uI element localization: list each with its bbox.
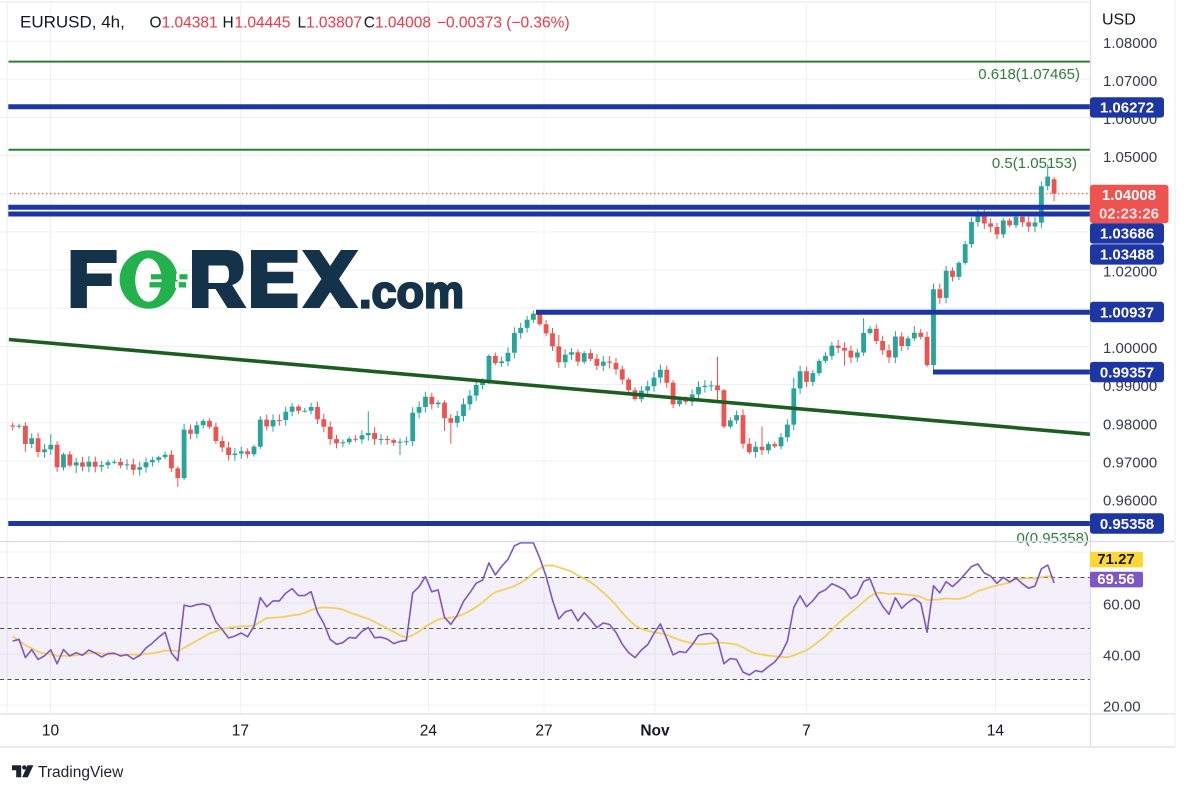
svg-text:1.07000: 1.07000 — [1103, 73, 1157, 90]
svg-text:10: 10 — [42, 723, 60, 740]
svg-text:69.56: 69.56 — [1097, 571, 1135, 588]
svg-text:0.96000: 0.96000 — [1103, 493, 1157, 510]
svg-text:H: H — [223, 14, 234, 31]
svg-text:0.5(1.05153): 0.5(1.05153) — [992, 155, 1077, 172]
svg-text:C: C — [364, 14, 375, 31]
svg-text:EURUSD, 4h,: EURUSD, 4h, — [20, 13, 125, 32]
svg-text:1.05000: 1.05000 — [1103, 149, 1157, 166]
svg-text:14: 14 — [987, 723, 1005, 740]
svg-text:.com: .com — [359, 267, 464, 318]
svg-text:−0.00373 (−0.36%): −0.00373 (−0.36%) — [437, 14, 570, 31]
svg-text:0.618(1.07465): 0.618(1.07465) — [978, 66, 1080, 83]
svg-text:40.00: 40.00 — [1103, 648, 1141, 665]
svg-text:1.04008: 1.04008 — [375, 14, 431, 31]
svg-text:17: 17 — [232, 723, 249, 740]
svg-text:Nov: Nov — [640, 723, 670, 740]
svg-text:USD: USD — [1102, 12, 1136, 29]
svg-text:1.04008: 1.04008 — [1102, 187, 1156, 204]
svg-text:20.00: 20.00 — [1103, 699, 1141, 716]
svg-text:1.04445: 1.04445 — [235, 14, 291, 31]
svg-text:71.27: 71.27 — [1097, 551, 1135, 568]
svg-text:1.03488: 1.03488 — [1100, 247, 1154, 264]
svg-text:0.98000: 0.98000 — [1103, 416, 1157, 433]
svg-text:60.00: 60.00 — [1103, 597, 1141, 614]
svg-text:1.04381: 1.04381 — [162, 14, 218, 31]
svg-text:0.95358: 0.95358 — [1100, 516, 1154, 533]
svg-text:0.99000: 0.99000 — [1103, 378, 1157, 395]
svg-text:27: 27 — [535, 723, 552, 740]
svg-text:1.00937: 1.00937 — [1100, 304, 1154, 321]
svg-text:1.03807: 1.03807 — [306, 14, 362, 31]
svg-text:1.06272: 1.06272 — [1100, 100, 1154, 117]
svg-text:0(0.95358): 0(0.95358) — [1016, 530, 1089, 547]
svg-text:02:23:26: 02:23:26 — [1099, 206, 1159, 223]
svg-text:O: O — [150, 14, 162, 31]
svg-text:0.97000: 0.97000 — [1103, 454, 1157, 471]
svg-text:1.03686: 1.03686 — [1100, 226, 1154, 243]
svg-text:1.02000: 1.02000 — [1103, 264, 1157, 281]
svg-text:1.08000: 1.08000 — [1103, 35, 1157, 52]
svg-text:7: 7 — [802, 723, 811, 740]
svg-text:0.99357: 0.99357 — [1100, 364, 1154, 381]
svg-text:24: 24 — [420, 723, 438, 740]
svg-text:L: L — [298, 14, 307, 31]
svg-text:TradingView: TradingView — [38, 764, 124, 781]
svg-text:1.00000: 1.00000 — [1103, 340, 1157, 357]
